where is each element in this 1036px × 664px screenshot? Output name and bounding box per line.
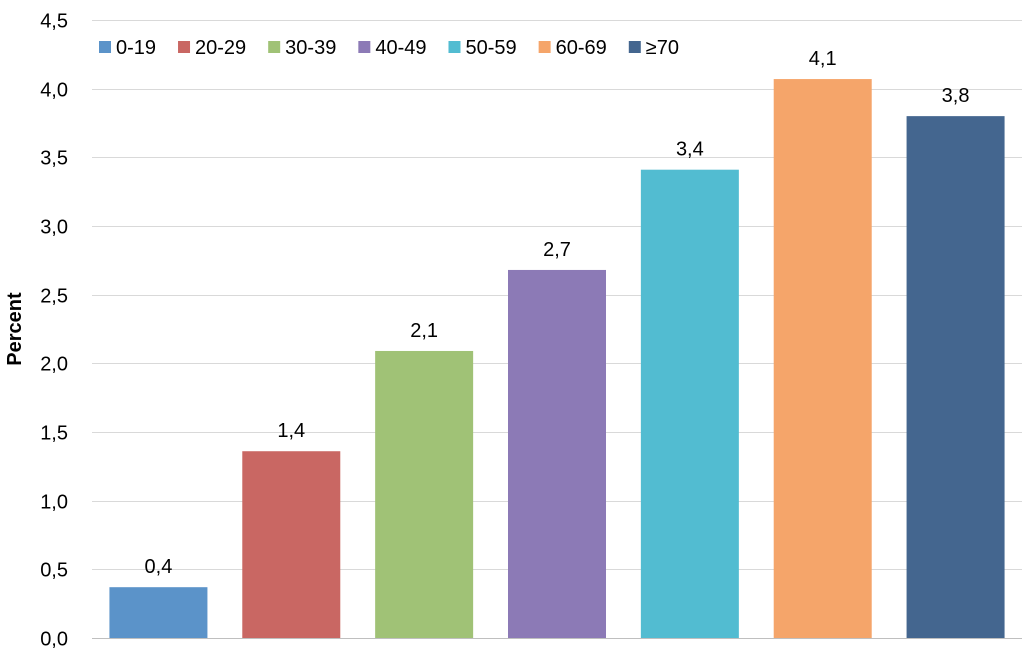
y-tick-label: 2,0 xyxy=(40,354,68,376)
legend-swatch xyxy=(178,41,191,53)
bar-40-49 xyxy=(508,269,606,638)
legend-swatch xyxy=(628,41,641,53)
y-tick-label: 3,5 xyxy=(40,148,68,170)
y-axis-title: Percent xyxy=(4,292,26,366)
y-tick-label: 2,5 xyxy=(40,286,68,308)
y-tick-label: 1,0 xyxy=(40,492,68,514)
y-tick-label: 4,0 xyxy=(40,80,68,102)
legend-label: 60-69 xyxy=(556,37,607,59)
bars xyxy=(109,79,1005,639)
y-tick-label: 3,0 xyxy=(40,217,68,239)
y-tick-label: 1,5 xyxy=(40,423,68,445)
data-label: 1,4 xyxy=(277,420,305,442)
legend: 0-19 20-29 30-39 40-49 50-59 60-69 ≥70 xyxy=(99,37,679,59)
data-label: 4,1 xyxy=(809,48,837,70)
legend-label: 20-29 xyxy=(195,37,246,59)
data-label: 0,4 xyxy=(145,556,173,578)
legend-swatch xyxy=(99,41,111,53)
data-label: 3,8 xyxy=(942,85,970,107)
data-label: 2,7 xyxy=(543,239,571,261)
bar-30-39 xyxy=(375,350,474,638)
legend-swatch xyxy=(448,41,461,53)
legend-swatch xyxy=(268,41,281,53)
data-labels: 0,4 1,4 2,1 2,7 3,4 4,1 3,8 xyxy=(145,48,970,578)
y-axis-ticks: 0,0 0,5 1,0 1,5 2,0 2,5 3,0 3,5 4,0 4,5 xyxy=(40,11,68,651)
bar-20-29 xyxy=(242,451,341,638)
legend-label: 40-49 xyxy=(375,37,426,59)
legend-label: ≥70 xyxy=(646,37,679,59)
bar-≥70 xyxy=(906,116,1005,639)
bar-50-59 xyxy=(640,169,739,638)
bar-60-69 xyxy=(773,79,872,638)
data-label: 3,4 xyxy=(676,139,704,161)
legend-label: 50-59 xyxy=(465,37,516,59)
bar-0-19 xyxy=(109,587,208,638)
y-tick-label: 0,5 xyxy=(40,560,68,582)
y-tick-label: 0,0 xyxy=(40,629,68,651)
legend-swatch xyxy=(358,41,371,53)
data-label: 2,1 xyxy=(410,320,438,342)
legend-label: 0-19 xyxy=(116,37,156,59)
legend-label: 30-39 xyxy=(285,37,336,59)
legend-swatch xyxy=(538,41,551,53)
y-tick-label: 4,5 xyxy=(40,11,68,33)
